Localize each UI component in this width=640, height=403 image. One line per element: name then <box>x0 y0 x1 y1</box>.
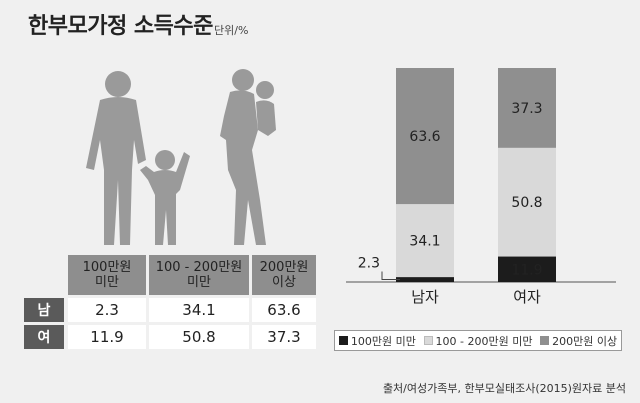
legend-item: 200만원 이상 <box>540 333 617 349</box>
bar-segment <box>396 277 454 282</box>
table-header-cell: 100만원 미만 <box>68 255 146 295</box>
data-label: 37.3 <box>511 101 542 117</box>
table-row-label: 여 <box>24 325 64 349</box>
bar-segment <box>396 68 454 205</box>
table-row: 여 11.9 50.8 37.3 <box>24 325 316 349</box>
table-header-cell: 100 - 200만원 미만 <box>149 255 249 295</box>
table-cell: 2.3 <box>68 298 146 322</box>
table-cell: 34.1 <box>149 298 249 322</box>
table-cell: 37.3 <box>252 325 316 349</box>
table-header-cell: 200만원 이상 <box>252 255 316 295</box>
data-label: 2.3 <box>358 256 380 272</box>
bar-segment <box>498 256 556 282</box>
bar-segment <box>396 204 454 278</box>
legend-swatch <box>338 336 348 345</box>
chart-title: 한부모가정 소득수준 <box>28 14 213 39</box>
family-silhouette-illustration <box>86 69 276 246</box>
stacked-bar-chart: 2.3 34.1 63.6 남자 11.9 50.8 37.3 여자 <box>346 68 616 306</box>
table-cell: 50.8 <box>149 325 249 349</box>
legend-label: 100만원 미만 <box>350 334 416 348</box>
category-label: 여자 <box>513 288 541 306</box>
table-row-label: 남 <box>24 298 64 322</box>
legend-item: 100만원 미만 <box>338 333 416 349</box>
chart-legend: 100만원 미만 100 - 200만원 미만 200만원 이상 <box>334 330 622 351</box>
data-label: 50.8 <box>511 195 542 211</box>
table-row: 남 2.3 34.1 63.6 <box>24 298 316 322</box>
legend-swatch <box>540 336 550 345</box>
source-note: 출처/여성가족부, 한부모실태조사(2015)원자료 분석 <box>382 382 626 395</box>
table-header-row: 100만원 미만 100 - 200만원 미만 200만원 이상 <box>24 255 316 295</box>
category-label: 남자 <box>411 288 439 306</box>
legend-label: 200만원 이상 <box>552 334 618 348</box>
leader-line <box>381 271 400 281</box>
unit-label: 단위/% <box>214 24 249 37</box>
legend-item: 100 - 200만원 미만 <box>423 333 533 349</box>
table-cell: 63.6 <box>252 298 316 322</box>
legend-label: 100 - 200만원 미만 <box>435 334 533 348</box>
data-label: 34.1 <box>409 234 440 250</box>
table-cell: 11.9 <box>68 325 146 349</box>
bar-segment <box>498 147 556 257</box>
data-label: 63.6 <box>409 129 440 145</box>
bar-segment <box>498 68 556 148</box>
legend-swatch <box>423 336 433 345</box>
data-label: 11.9 <box>511 262 542 278</box>
